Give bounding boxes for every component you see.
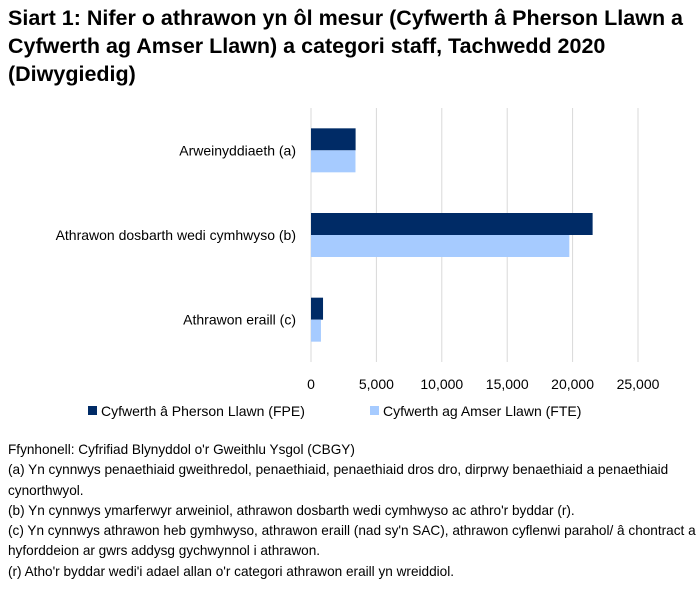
bar-fpe [311, 213, 593, 235]
legend-swatch [88, 406, 97, 415]
footnote-a: (a) Yn cynnwys penaethiaid gweithredol, … [8, 462, 669, 498]
footnote-b: (b) Yn cynnwys ymarferwyr arweiniol, ath… [8, 502, 575, 518]
x-tick-label: 25,000 [617, 376, 660, 392]
legend-label: Cyfwerth â Pherson Llawn (FPE) [101, 403, 305, 419]
bar-fte [311, 150, 356, 173]
bar-chart: 0 5,000 10,000 15,000 20,000 25,000 Arweinyddi… [56, 108, 660, 419]
bar-fte [311, 235, 570, 257]
notes: Ffynhonell: Cyfrifiad Blynyddol o'r Gwei… [8, 440, 698, 582]
chart-title: Siart 1: Nifer o athrawon yn ôl mesur (C… [8, 6, 684, 86]
x-tick-label: 5,000 [359, 376, 394, 392]
x-tick-label: 0 [307, 376, 315, 392]
bar-fpe [311, 128, 356, 151]
source-note: Ffynhonell: Cyfrifiad Blynyddol o'r Gwei… [8, 442, 355, 457]
footnote-r: (r) Atho'r byddar wedi'i adael allan o'r… [8, 563, 455, 579]
category-label: Athrawon dosbarth wedi cymhwyso (b) [56, 227, 296, 243]
bar-fte [311, 319, 321, 342]
category-label: Athrawon eraill (c) [183, 312, 296, 328]
footnote-c: (c) Yn cynnwys athrawon heb gymhwyso, at… [8, 523, 696, 559]
bar-fpe [311, 297, 324, 320]
x-tick-label: 15,000 [486, 376, 529, 392]
x-tick-label: 20,000 [551, 376, 594, 392]
x-tick-label: 10,000 [420, 376, 463, 392]
legend-label: Cyfwerth ag Amser Llawn (FTE) [383, 403, 581, 419]
legend-swatch [370, 406, 379, 415]
category-label: Arweinyddiaeth (a) [179, 142, 296, 158]
